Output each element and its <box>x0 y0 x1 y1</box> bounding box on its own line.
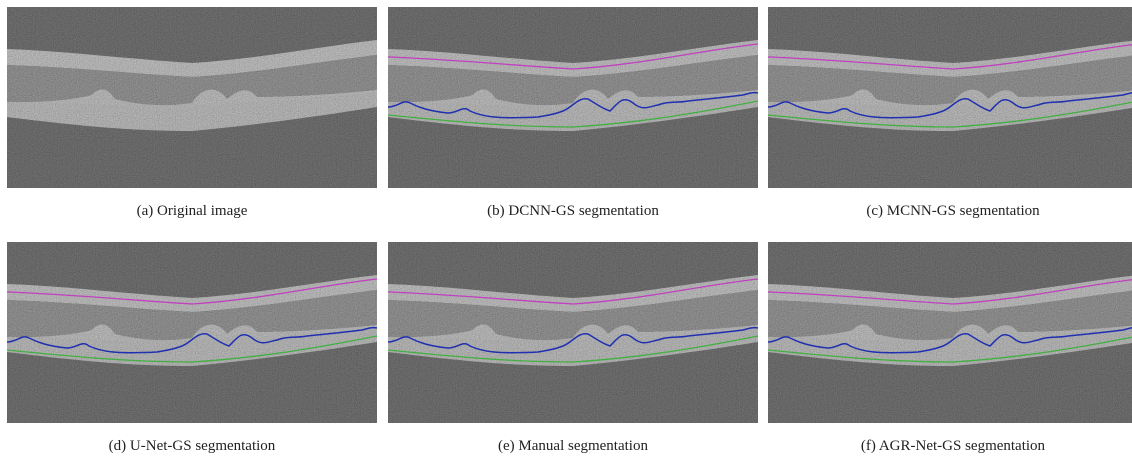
layer-boundary <box>388 91 758 119</box>
oct-image <box>7 7 377 188</box>
caption: (f) AGR-Net-GS segmentation <box>860 438 1046 454</box>
oct-image <box>768 7 1132 188</box>
layer-boundary <box>7 335 377 363</box>
layer-boundary <box>768 92 1132 119</box>
layer-boundary <box>768 327 1132 354</box>
layer-boundary <box>7 278 377 305</box>
layer-boundary <box>768 336 1132 363</box>
layer-boundary <box>7 326 377 354</box>
panel: (e) Manual segmentation <box>388 242 758 455</box>
panel: (b) DCNN-GS segmentation <box>388 7 758 220</box>
caption: (c) MCNN-GS segmentation <box>866 203 1040 219</box>
caption: (a) Original image <box>136 203 248 219</box>
oct-image <box>7 242 377 423</box>
layer-boundary <box>388 278 758 305</box>
oct-image <box>388 7 758 188</box>
layer-boundary <box>768 101 1132 128</box>
panel: (f) AGR-Net-GS segmentation <box>768 242 1132 455</box>
layer-boundary <box>388 326 758 354</box>
panel: (d) U-Net-GS segmentation <box>7 242 377 455</box>
caption: (e) Manual segmentation <box>498 438 648 454</box>
layer-boundary <box>388 43 758 70</box>
panel: (a) Original image <box>7 7 377 220</box>
layer-boundary <box>768 279 1132 305</box>
oct-image <box>388 242 758 423</box>
layer-boundary <box>768 44 1132 70</box>
caption: (d) U-Net-GS segmentation <box>108 438 276 454</box>
layer-boundary <box>388 100 758 128</box>
layer-boundary <box>388 335 758 363</box>
caption: (b) DCNN-GS segmentation <box>487 203 659 219</box>
panel: (c) MCNN-GS segmentation <box>768 7 1132 220</box>
oct-image <box>768 242 1132 423</box>
